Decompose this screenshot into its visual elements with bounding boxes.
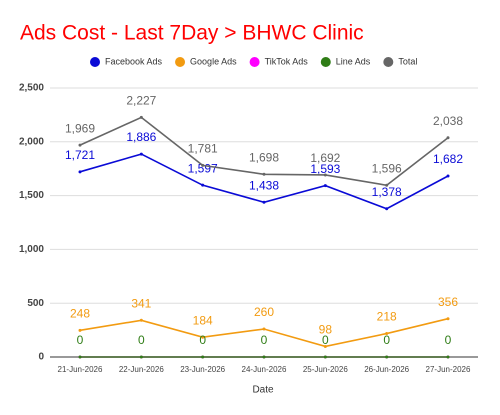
legend-marker [320,57,331,67]
data-point [323,344,327,348]
legend-marker [175,57,186,67]
x-tick-label: 23-Jun-2026 [180,365,225,374]
y-tick-label: 1,000 [19,244,44,255]
x-tick-label: 22-Jun-2026 [119,365,164,374]
data-point [323,184,327,188]
y-tick-label: 1,500 [19,190,44,201]
data-label: 0 [261,333,268,347]
data-point [446,317,450,321]
data-label: 1,721 [65,148,95,162]
data-point [262,172,266,176]
x-tick-label: 25-Jun-2026 [303,365,348,374]
data-label: 260 [254,305,274,319]
x-axis-label: Date [252,385,274,396]
data-point [139,355,143,359]
data-point [446,136,450,140]
data-label: 0 [383,333,390,347]
data-label: 1,682 [433,152,463,166]
legend-label: TikTok Ads [265,56,309,66]
data-label: 98 [319,323,333,337]
data-label: 2,038 [433,114,463,128]
x-tick-label: 21-Jun-2026 [58,365,103,374]
data-label: 1,597 [188,161,218,175]
data-label: 184 [193,313,213,327]
y-tick-label: 500 [27,298,44,309]
data-point [78,328,82,332]
data-point [78,355,82,359]
data-point [139,152,143,156]
data-label: 0 [199,333,206,347]
data-label: 341 [131,296,151,310]
data-point [323,173,327,177]
data-label: 0 [322,333,329,347]
data-label: 1,781 [188,142,218,156]
legend-marker [383,57,394,67]
data-point [78,143,82,147]
x-tick-label: 26-Jun-2026 [364,365,409,374]
data-point [262,200,266,204]
data-label: 0 [77,333,84,347]
data-point [201,163,205,167]
data-label: 218 [377,310,397,324]
data-label: 1,698 [249,150,279,164]
legend-label: Facebook Ads [105,56,163,66]
data-point [446,174,450,178]
data-point [262,355,266,359]
legend-marker [90,57,100,67]
legend-label: Line Ads [336,56,371,66]
data-point [78,170,82,174]
data-label: 1,378 [372,185,402,199]
data-point [139,115,143,119]
data-point [385,332,389,336]
data-label: 2,227 [126,94,156,108]
data-point [385,355,389,359]
chart-title: Ads Cost - Last 7Day > BHWC Clinic [20,22,364,45]
data-point [201,335,205,339]
data-point [139,318,143,322]
data-point [201,355,205,359]
data-point [446,355,450,359]
data-point [262,327,266,331]
legend-marker [249,57,260,67]
x-tick-label: 27-Jun-2026 [426,365,471,374]
data-label: 1,692 [310,151,340,165]
x-tick-label: 24-Jun-2026 [242,365,287,374]
y-tick-label: 0 [38,352,44,363]
data-label: 1,593 [310,162,340,176]
data-label: 248 [70,306,90,320]
legend-label: Google Ads [190,56,237,66]
data-point [201,183,205,187]
y-tick-label: 2,500 [19,83,44,94]
data-label: 356 [438,295,458,309]
data-point [385,207,389,211]
data-point [323,355,327,359]
data-label: 1,886 [126,130,156,144]
data-point [385,183,389,187]
data-label: 1,438 [249,178,279,192]
data-label: 1,969 [65,121,95,135]
y-tick-label: 2,000 [19,136,44,147]
data-label: 0 [138,333,145,347]
data-label: 1,596 [372,161,402,175]
data-label: 0 [445,333,452,347]
legend-label: Total [398,56,417,66]
